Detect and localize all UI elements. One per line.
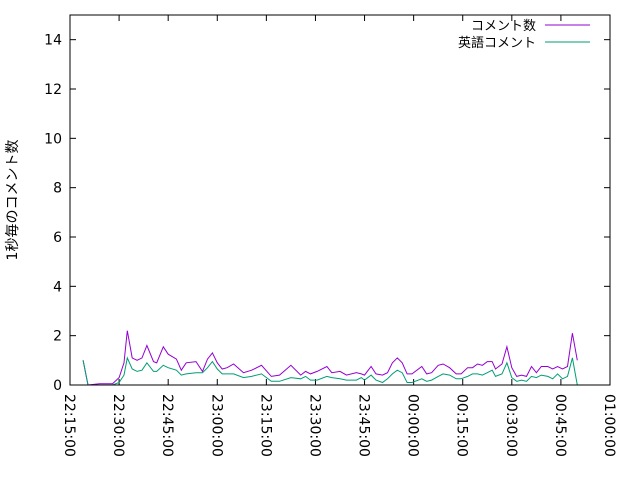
x-tick-label: 22:15:00 <box>61 394 77 457</box>
series-line-1 <box>82 356 578 386</box>
plot-frame <box>69 14 611 386</box>
x-tick-label: 23:30:00 <box>306 394 322 457</box>
x-tick-label: 00:30:00 <box>503 394 519 457</box>
y-tick-label: 6 <box>53 230 62 246</box>
series-line-0 <box>82 330 578 386</box>
axis-ticks: 0 2 4 6 8 10 12 14 22:15:00 22:30:00 22:45:00 23:00… <box>44 15 617 457</box>
x-tick-label: 22:30:00 <box>110 394 126 457</box>
series-lines <box>82 330 578 386</box>
y-axis-label: 1秒毎のコメント数 <box>5 140 21 261</box>
y-tick-label: 14 <box>44 33 62 49</box>
x-tick-label: 23:00:00 <box>208 394 224 457</box>
x-tick-label: 00:45:00 <box>552 394 568 457</box>
x-tick-label: 23:15:00 <box>257 394 273 457</box>
legend-label: 英語コメント <box>458 35 536 51</box>
x-tick-label: 00:15:00 <box>454 394 470 457</box>
y-tick-label: 0 <box>53 378 62 394</box>
y-tick-label: 2 <box>53 329 62 345</box>
legend-label: コメント数 <box>471 19 536 34</box>
y-tick-label: 4 <box>53 279 62 295</box>
x-tick-label: 22:45:00 <box>159 394 175 457</box>
y-tick-label: 8 <box>53 181 62 197</box>
x-tick-label: 23:45:00 <box>356 394 372 457</box>
y-tick-label: 12 <box>44 82 62 98</box>
x-tick-label: 00:00:00 <box>405 394 421 457</box>
y-tick-label: 10 <box>44 131 62 147</box>
x-tick-label: 01:00:00 <box>601 394 617 457</box>
